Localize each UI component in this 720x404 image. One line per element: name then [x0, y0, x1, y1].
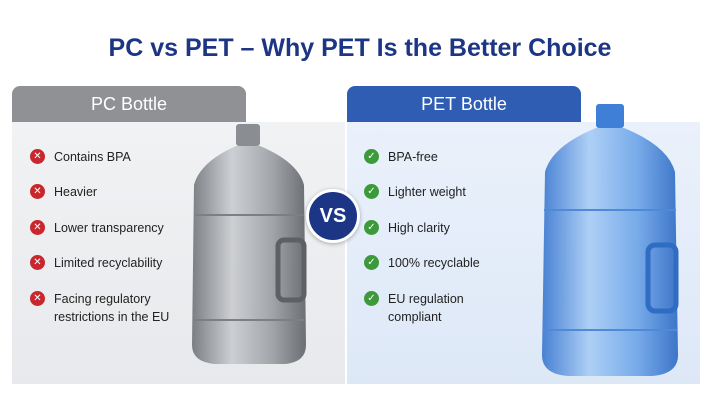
item-text: EU regulation compliant — [388, 292, 464, 324]
list-item: ✓ High clarity — [364, 219, 504, 237]
title: PC vs PET – Why PET Is the Better Choice — [108, 34, 612, 62]
item-text: BPA-free — [388, 150, 438, 164]
status-icon: ✓ — [364, 220, 379, 235]
item-text: Facing regulatory restrictions in the EU — [54, 292, 170, 324]
item-text: 100% recyclable — [388, 256, 480, 270]
item-text: Lower transparency — [54, 221, 164, 235]
item-text: Contains BPA — [54, 150, 131, 164]
list-item: ✕ Limited recyclability — [30, 254, 170, 272]
list-item: ✓ 100% recyclable — [364, 254, 504, 272]
list-item: ✓ Lighter weight — [364, 183, 504, 201]
list-item: ✓ BPA-free — [364, 148, 504, 166]
item-text: Heavier — [54, 185, 98, 199]
list-item: ✕ Facing regulatory restrictions in the E… — [30, 290, 170, 326]
status-icon: ✕ — [30, 255, 45, 270]
pet-bottle — [542, 104, 679, 376]
left-header: PC Bottle — [12, 86, 246, 122]
status-icon: ✕ — [30, 220, 45, 235]
right-header: PET Bottle — [347, 86, 581, 122]
list-item: ✕ Contains BPA — [30, 148, 170, 166]
list-item: ✕ Heavier — [30, 183, 170, 201]
status-icon: ✓ — [364, 291, 379, 306]
item-text: Lighter weight — [388, 185, 466, 199]
list-item: ✕ Lower transparency — [30, 219, 170, 237]
item-text: High clarity — [388, 221, 450, 235]
status-icon: ✓ — [364, 184, 379, 199]
vs-badge: VS — [306, 189, 360, 243]
list-item: ✓ EU regulation compliant — [364, 290, 504, 326]
item-text: Limited recyclability — [54, 256, 163, 270]
status-icon: ✕ — [30, 291, 45, 306]
pc-bottle — [192, 124, 307, 364]
status-icon: ✕ — [30, 184, 45, 199]
status-icon: ✓ — [364, 149, 379, 164]
status-icon: ✓ — [364, 255, 379, 270]
status-icon: ✕ — [30, 149, 45, 164]
